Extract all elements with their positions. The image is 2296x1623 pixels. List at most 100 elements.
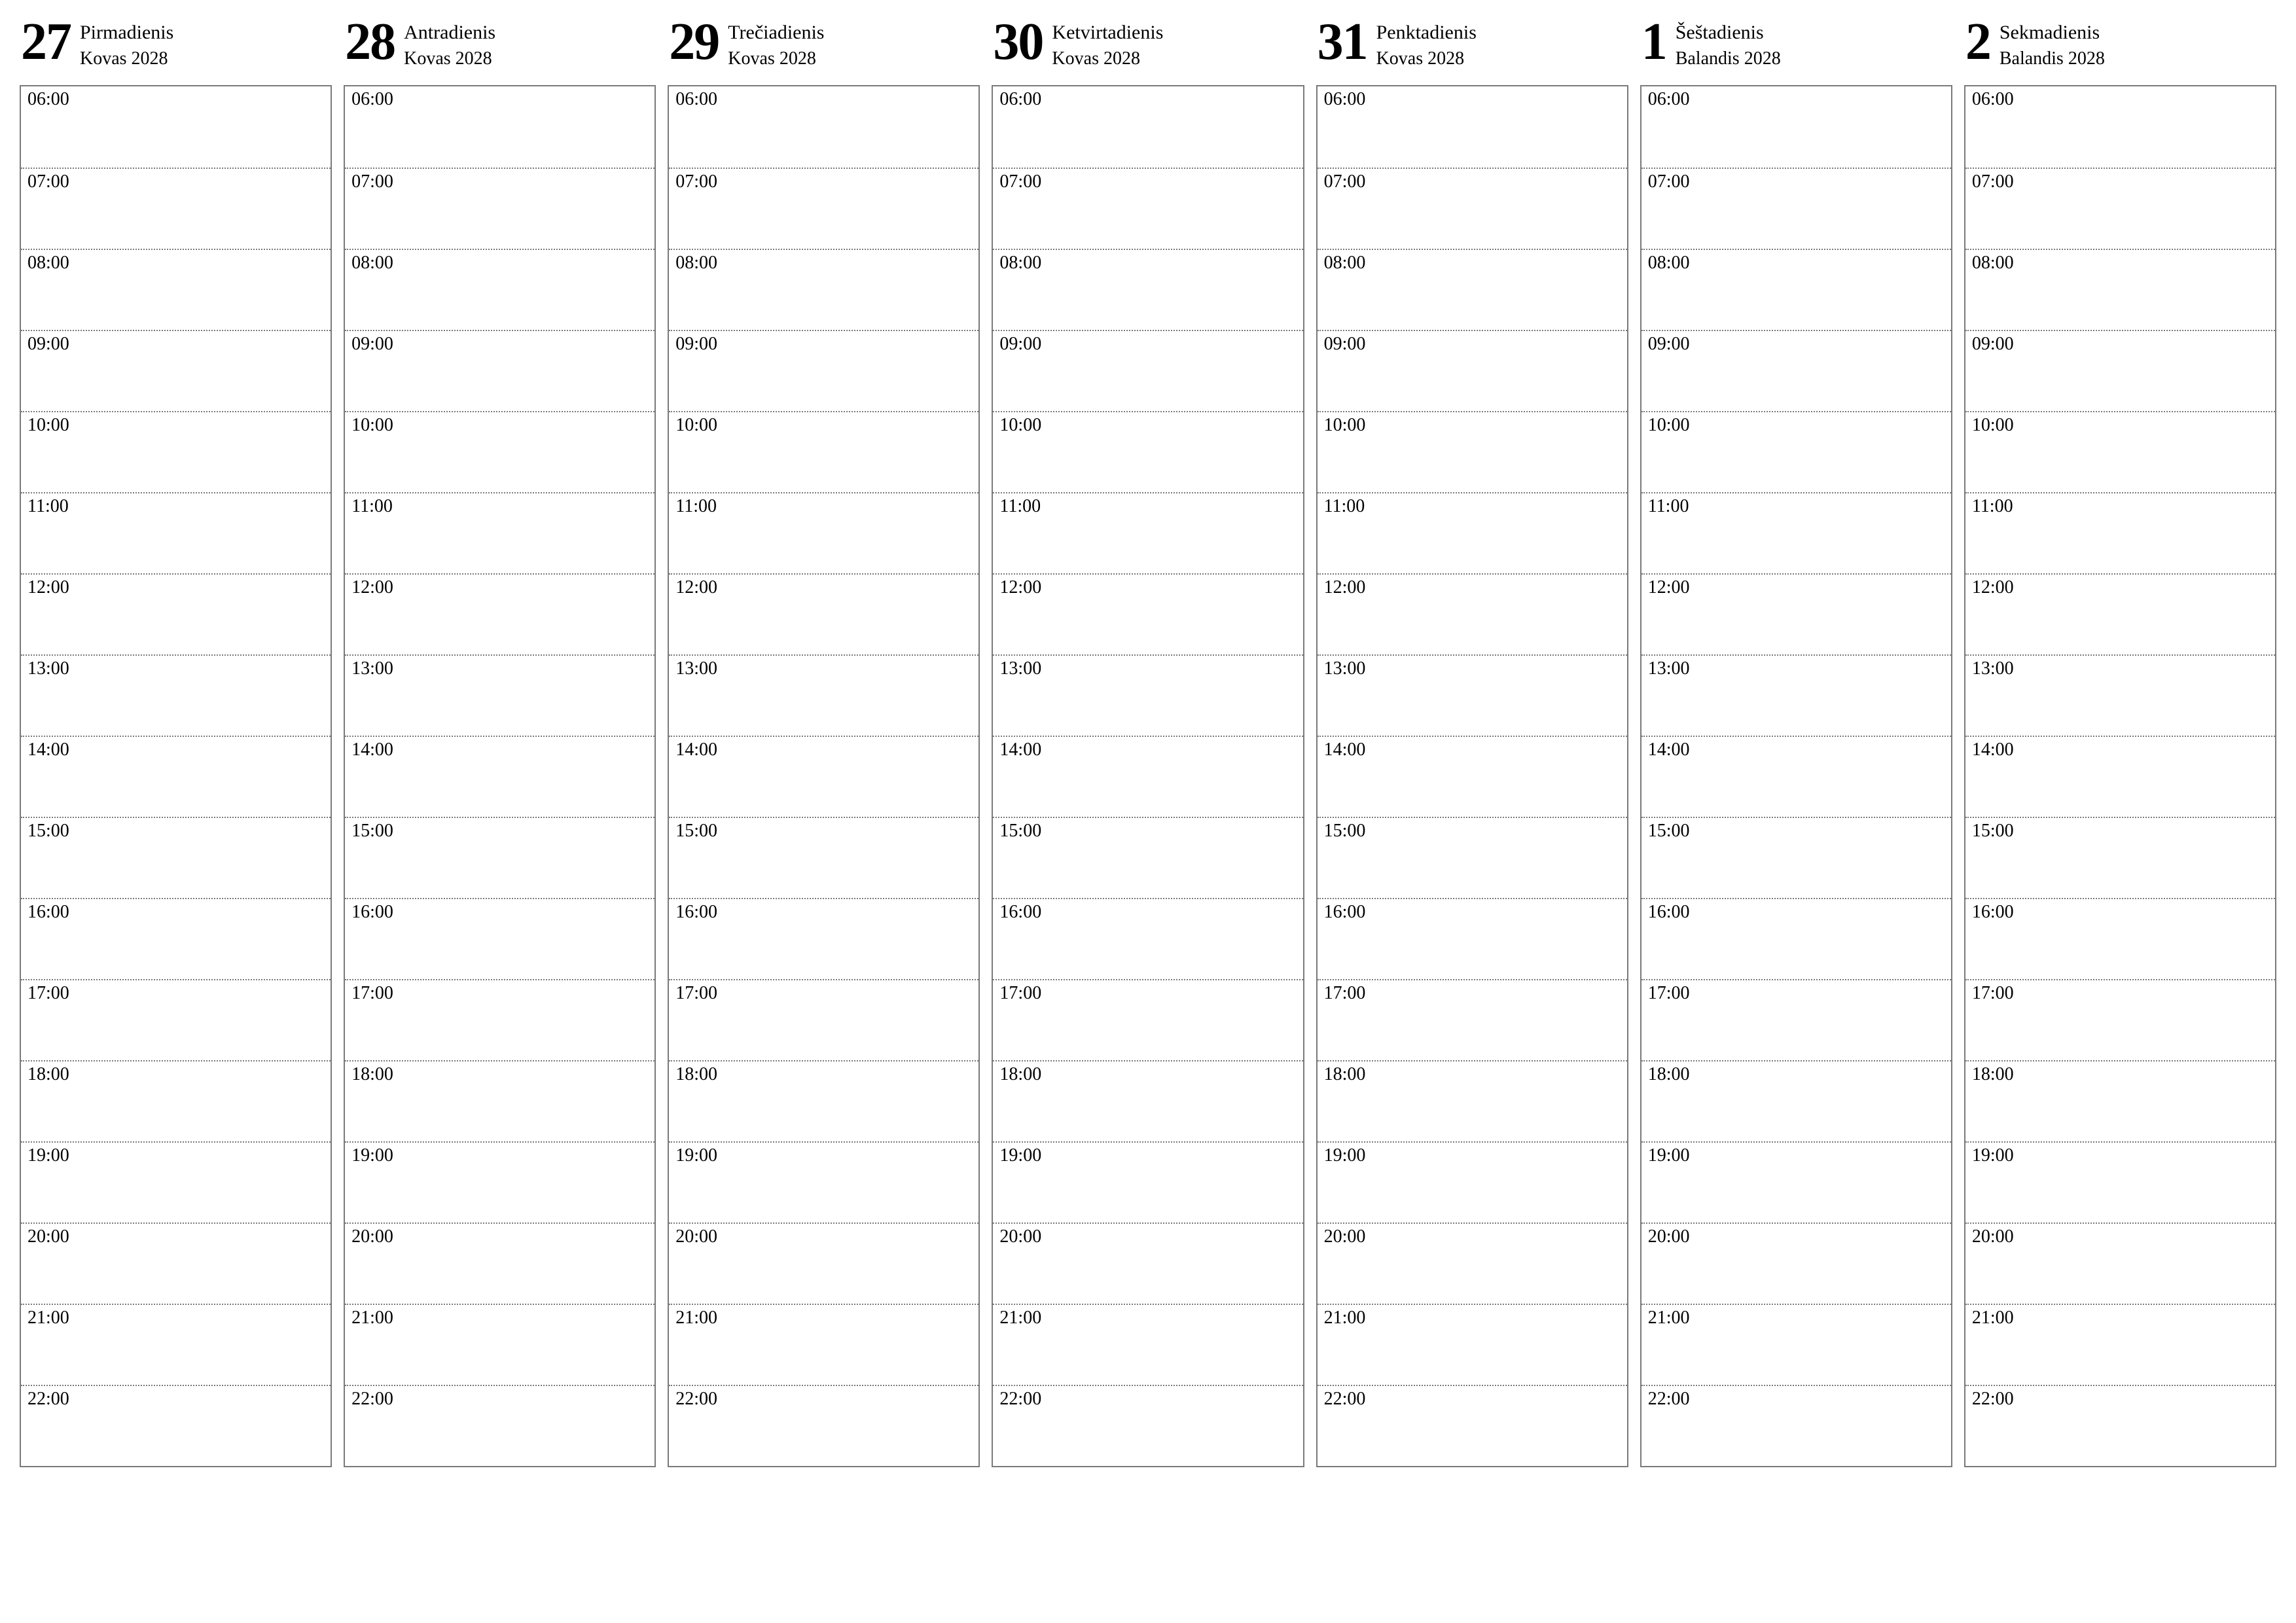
time-slot[interactable]: 15:00 xyxy=(1641,817,1951,898)
time-slot[interactable]: 11:00 xyxy=(345,492,655,573)
time-slot[interactable]: 20:00 xyxy=(1641,1222,1951,1304)
time-slot[interactable]: 18:00 xyxy=(993,1060,1302,1141)
time-slot[interactable]: 10:00 xyxy=(1318,411,1627,492)
time-slot[interactable]: 11:00 xyxy=(993,492,1302,573)
time-slot[interactable]: 16:00 xyxy=(1318,898,1627,979)
time-slot[interactable]: 10:00 xyxy=(21,411,331,492)
time-slot[interactable]: 14:00 xyxy=(21,736,331,817)
time-slot[interactable]: 16:00 xyxy=(669,898,978,979)
time-slot[interactable]: 11:00 xyxy=(1641,492,1951,573)
time-slot[interactable]: 13:00 xyxy=(345,654,655,736)
time-slot[interactable]: 22:00 xyxy=(1965,1385,2275,1466)
time-slot[interactable]: 08:00 xyxy=(345,249,655,330)
time-slot[interactable]: 07:00 xyxy=(669,168,978,249)
time-slot[interactable]: 06:00 xyxy=(1318,86,1627,168)
time-slot[interactable]: 22:00 xyxy=(669,1385,978,1466)
time-slot[interactable]: 13:00 xyxy=(993,654,1302,736)
time-slot[interactable]: 21:00 xyxy=(1318,1304,1627,1385)
time-slot[interactable]: 19:00 xyxy=(345,1141,655,1222)
time-slot[interactable]: 18:00 xyxy=(1318,1060,1627,1141)
time-slot[interactable]: 20:00 xyxy=(345,1222,655,1304)
time-slot[interactable]: 17:00 xyxy=(21,979,331,1060)
time-slot[interactable]: 12:00 xyxy=(1641,573,1951,654)
time-slot[interactable]: 07:00 xyxy=(1641,168,1951,249)
time-slot[interactable]: 16:00 xyxy=(1641,898,1951,979)
time-slot[interactable]: 08:00 xyxy=(1965,249,2275,330)
time-slot[interactable]: 12:00 xyxy=(1965,573,2275,654)
time-slot[interactable]: 16:00 xyxy=(993,898,1302,979)
time-slot[interactable]: 17:00 xyxy=(1641,979,1951,1060)
time-slot[interactable]: 19:00 xyxy=(1318,1141,1627,1222)
time-slot[interactable]: 11:00 xyxy=(669,492,978,573)
time-slot[interactable]: 14:00 xyxy=(1641,736,1951,817)
time-slot[interactable]: 08:00 xyxy=(1318,249,1627,330)
time-slot[interactable]: 17:00 xyxy=(1965,979,2275,1060)
time-slot[interactable]: 06:00 xyxy=(993,86,1302,168)
time-slot[interactable]: 21:00 xyxy=(993,1304,1302,1385)
time-slot[interactable]: 18:00 xyxy=(1965,1060,2275,1141)
time-slot[interactable]: 10:00 xyxy=(345,411,655,492)
time-slot[interactable]: 16:00 xyxy=(21,898,331,979)
time-slot[interactable]: 18:00 xyxy=(669,1060,978,1141)
time-slot[interactable]: 14:00 xyxy=(669,736,978,817)
time-slot[interactable]: 12:00 xyxy=(669,573,978,654)
time-slot[interactable]: 06:00 xyxy=(669,86,978,168)
time-slot[interactable]: 22:00 xyxy=(993,1385,1302,1466)
time-slot[interactable]: 06:00 xyxy=(1641,86,1951,168)
time-slot[interactable]: 11:00 xyxy=(1318,492,1627,573)
time-slot[interactable]: 20:00 xyxy=(669,1222,978,1304)
time-slot[interactable]: 13:00 xyxy=(1641,654,1951,736)
time-slot[interactable]: 18:00 xyxy=(21,1060,331,1141)
time-slot[interactable]: 08:00 xyxy=(1641,249,1951,330)
time-slot[interactable]: 20:00 xyxy=(993,1222,1302,1304)
time-slot[interactable]: 17:00 xyxy=(1318,979,1627,1060)
time-slot[interactable]: 10:00 xyxy=(993,411,1302,492)
time-slot[interactable]: 13:00 xyxy=(1965,654,2275,736)
time-slot[interactable]: 19:00 xyxy=(993,1141,1302,1222)
time-slot[interactable]: 20:00 xyxy=(21,1222,331,1304)
time-slot[interactable]: 18:00 xyxy=(1641,1060,1951,1141)
time-slot[interactable]: 20:00 xyxy=(1318,1222,1627,1304)
time-slot[interactable]: 13:00 xyxy=(21,654,331,736)
time-slot[interactable]: 18:00 xyxy=(345,1060,655,1141)
time-slot[interactable]: 21:00 xyxy=(669,1304,978,1385)
time-slot[interactable]: 16:00 xyxy=(345,898,655,979)
time-slot[interactable]: 15:00 xyxy=(669,817,978,898)
time-slot[interactable]: 11:00 xyxy=(21,492,331,573)
time-slot[interactable]: 07:00 xyxy=(1965,168,2275,249)
time-slot[interactable]: 10:00 xyxy=(1641,411,1951,492)
time-slot[interactable]: 16:00 xyxy=(1965,898,2275,979)
time-slot[interactable]: 15:00 xyxy=(993,817,1302,898)
time-slot[interactable]: 17:00 xyxy=(993,979,1302,1060)
time-slot[interactable]: 19:00 xyxy=(1641,1141,1951,1222)
time-slot[interactable]: 10:00 xyxy=(669,411,978,492)
time-slot[interactable]: 15:00 xyxy=(1318,817,1627,898)
time-slot[interactable]: 21:00 xyxy=(1641,1304,1951,1385)
time-slot[interactable]: 09:00 xyxy=(669,330,978,411)
time-slot[interactable]: 12:00 xyxy=(1318,573,1627,654)
time-slot[interactable]: 13:00 xyxy=(669,654,978,736)
time-slot[interactable]: 07:00 xyxy=(1318,168,1627,249)
time-slot[interactable]: 19:00 xyxy=(669,1141,978,1222)
time-slot[interactable]: 13:00 xyxy=(1318,654,1627,736)
time-slot[interactable]: 12:00 xyxy=(993,573,1302,654)
time-slot[interactable]: 06:00 xyxy=(21,86,331,168)
time-slot[interactable]: 10:00 xyxy=(1965,411,2275,492)
time-slot[interactable]: 11:00 xyxy=(1965,492,2275,573)
time-slot[interactable]: 22:00 xyxy=(1318,1385,1627,1466)
time-slot[interactable]: 17:00 xyxy=(345,979,655,1060)
time-slot[interactable]: 07:00 xyxy=(21,168,331,249)
time-slot[interactable]: 09:00 xyxy=(1965,330,2275,411)
time-slot[interactable]: 12:00 xyxy=(345,573,655,654)
time-slot[interactable]: 22:00 xyxy=(21,1385,331,1466)
time-slot[interactable]: 09:00 xyxy=(21,330,331,411)
time-slot[interactable]: 09:00 xyxy=(1318,330,1627,411)
time-slot[interactable]: 08:00 xyxy=(21,249,331,330)
time-slot[interactable]: 07:00 xyxy=(993,168,1302,249)
time-slot[interactable]: 15:00 xyxy=(345,817,655,898)
time-slot[interactable]: 14:00 xyxy=(345,736,655,817)
time-slot[interactable]: 19:00 xyxy=(1965,1141,2275,1222)
time-slot[interactable]: 08:00 xyxy=(669,249,978,330)
time-slot[interactable]: 14:00 xyxy=(993,736,1302,817)
time-slot[interactable]: 14:00 xyxy=(1318,736,1627,817)
